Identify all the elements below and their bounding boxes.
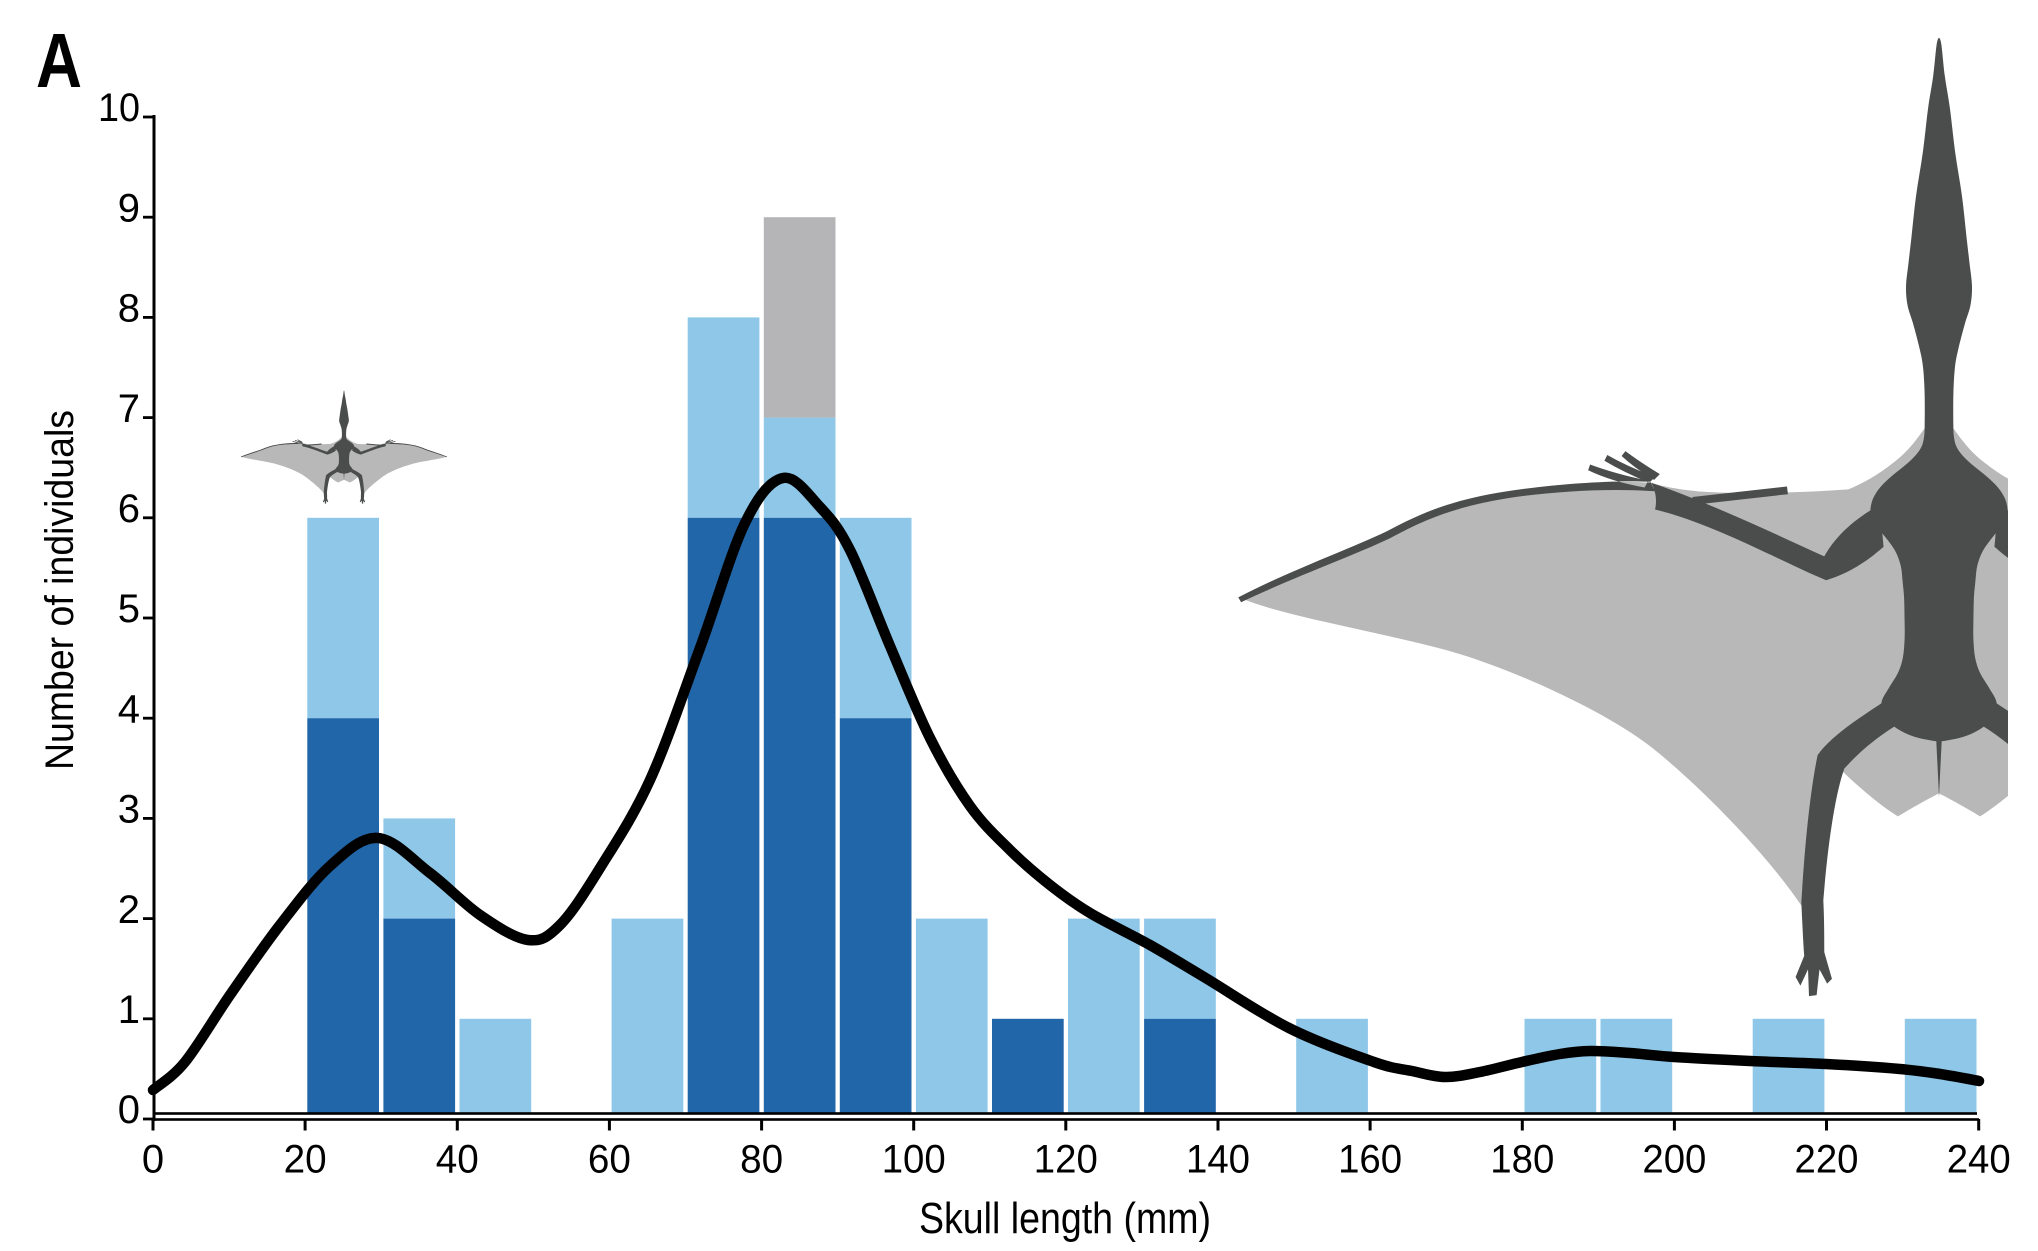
svg-text:180: 180 — [1490, 1138, 1554, 1182]
svg-text:220: 220 — [1795, 1138, 1859, 1182]
svg-text:60: 60 — [588, 1138, 631, 1182]
svg-text:Skull length (mm): Skull length (mm) — [919, 1194, 1211, 1243]
svg-text:2: 2 — [118, 888, 140, 932]
svg-text:0: 0 — [118, 1088, 140, 1132]
svg-text:140: 140 — [1186, 1138, 1250, 1182]
svg-text:4: 4 — [118, 687, 140, 731]
svg-text:200: 200 — [1642, 1138, 1706, 1182]
svg-text:20: 20 — [284, 1138, 327, 1182]
svg-text:120: 120 — [1034, 1138, 1098, 1182]
svg-text:240: 240 — [1947, 1138, 2011, 1182]
svg-text:40: 40 — [436, 1138, 479, 1182]
svg-text:160: 160 — [1338, 1138, 1402, 1182]
svg-text:9: 9 — [118, 186, 140, 230]
svg-text:6: 6 — [118, 487, 140, 531]
svg-text:10: 10 — [98, 86, 140, 130]
svg-text:Number of individuals: Number of individuals — [38, 410, 82, 770]
svg-text:5: 5 — [118, 587, 140, 631]
svg-text:80: 80 — [740, 1138, 783, 1182]
svg-text:7: 7 — [118, 387, 140, 431]
svg-text:A: A — [36, 18, 82, 104]
svg-text:1: 1 — [118, 988, 140, 1032]
svg-text:100: 100 — [882, 1138, 946, 1182]
svg-text:8: 8 — [118, 287, 140, 331]
svg-text:0: 0 — [142, 1138, 164, 1182]
svg-text:3: 3 — [118, 788, 140, 832]
